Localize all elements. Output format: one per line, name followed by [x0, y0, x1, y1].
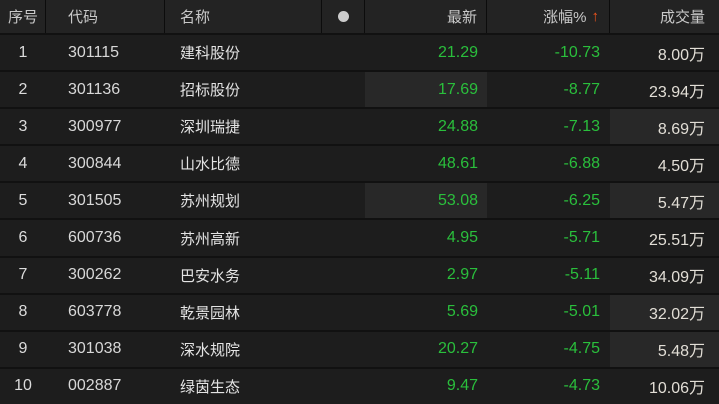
rank-cell: 3	[18, 117, 28, 135]
code-cell: 300844	[68, 154, 122, 172]
table-header-row: 序号 代码 名称 最新 涨幅% ↑ 成交量	[0, 0, 719, 33]
table-row[interactable]: 8 603778 乾景园林 5.69 -5.01 32.02万	[0, 292, 719, 330]
volume-cell: 32.02万	[610, 294, 719, 330]
signal-cell	[322, 258, 365, 293]
table-row[interactable]: 10 002887 绿茵生态 9.47 -4.73 10.06万	[0, 366, 719, 404]
rank-cell: 2	[18, 80, 28, 98]
header-volume-label: 成交量	[659, 9, 705, 26]
header-index[interactable]: 序号	[0, 0, 46, 33]
code-cell: 002887	[68, 377, 122, 395]
volume-cell: 10.06万	[648, 380, 705, 398]
header-code-label: 代码	[68, 9, 99, 26]
price-cell: 2.97	[446, 266, 478, 284]
volume-cell: 34.09万	[648, 269, 705, 287]
header-signal[interactable]	[322, 0, 365, 33]
rank-cell: 4	[18, 154, 28, 172]
signal-cell	[322, 35, 365, 70]
price-cell: 5.69	[446, 303, 478, 321]
code-cell: 301115	[68, 43, 120, 61]
rank-cell: 5	[18, 191, 28, 209]
rank-cell: 1	[18, 43, 28, 61]
change-cell: -8.77	[563, 80, 600, 98]
volume-cell: 5.48万	[610, 331, 719, 367]
signal-cell	[322, 183, 365, 218]
volume-cell: 23.94万	[648, 83, 705, 101]
signal-cell	[322, 369, 365, 404]
rank-cell: 9	[18, 340, 28, 358]
table-row[interactable]: 1 301115 建科股份 21.29 -10.73 8.00万	[0, 33, 719, 71]
name-cell: 绿茵生态	[180, 378, 241, 396]
code-cell: 301038	[68, 340, 122, 358]
name-cell: 招标股份	[180, 82, 241, 100]
name-cell: 深圳瑞捷	[180, 119, 241, 137]
sort-ascending-arrow-icon: ↑	[591, 8, 600, 25]
volume-cell: 5.47万	[610, 183, 719, 219]
change-cell: -4.75	[563, 340, 600, 358]
table-row[interactable]: 2 301136 招标股份 17.69 -8.77 23.94万	[0, 70, 719, 108]
rank-cell: 7	[18, 266, 28, 284]
signal-cell	[322, 146, 365, 181]
name-cell: 苏州高新	[180, 230, 241, 248]
price-cell: 17.69	[365, 72, 487, 108]
header-code[interactable]: 代码	[46, 0, 165, 33]
price-cell: 9.47	[446, 377, 478, 395]
dot-icon	[337, 11, 349, 22]
price-cell: 21.29	[437, 43, 478, 61]
change-cell: -4.73	[563, 377, 600, 395]
rank-cell: 8	[18, 303, 28, 321]
price-cell: 4.95	[446, 229, 478, 247]
name-cell: 深水规院	[180, 341, 241, 359]
table-row[interactable]: 7 300262 巴安水务 2.97 -5.11 34.09万	[0, 255, 719, 293]
change-cell: -10.73	[554, 43, 600, 61]
header-name[interactable]: 名称	[165, 0, 322, 33]
header-volume[interactable]: 成交量	[610, 0, 719, 33]
change-cell: -6.88	[563, 154, 600, 172]
table-row[interactable]: 6 600736 苏州高新 4.95 -5.71 25.51万	[0, 218, 719, 256]
rank-cell: 6	[18, 229, 28, 247]
table-row[interactable]: 9 301038 深水规院 20.27 -4.75 5.48万	[0, 329, 719, 367]
signal-cell	[322, 332, 365, 367]
change-cell: -5.11	[564, 266, 600, 284]
price-cell: 53.08	[365, 183, 487, 219]
change-cell: -5.01	[563, 303, 600, 321]
header-change-label: 涨幅%	[543, 9, 587, 26]
signal-cell	[322, 109, 365, 144]
name-cell: 山水比德	[180, 156, 241, 174]
header-price[interactable]: 最新	[365, 0, 487, 33]
rank-cell: 10	[14, 377, 32, 395]
table-row[interactable]: 3 300977 深圳瑞捷 24.88 -7.13 8.69万	[0, 107, 719, 145]
header-index-label: 序号	[8, 9, 39, 26]
price-cell: 20.27	[437, 340, 478, 358]
signal-cell	[322, 295, 365, 330]
name-cell: 苏州规划	[180, 193, 241, 211]
volume-cell: 8.69万	[610, 109, 719, 145]
signal-cell	[322, 220, 365, 255]
code-cell: 301505	[68, 191, 122, 209]
change-cell: -7.13	[563, 117, 600, 135]
table-row[interactable]: 5 301505 苏州规划 53.08 -6.25 5.47万	[0, 181, 719, 219]
code-cell: 600736	[68, 229, 122, 247]
change-cell: -5.71	[563, 229, 600, 247]
code-cell: 300262	[68, 266, 122, 284]
volume-cell: 4.50万	[657, 157, 705, 175]
name-cell: 建科股份	[180, 45, 241, 63]
header-change[interactable]: 涨幅% ↑	[487, 0, 610, 33]
price-cell: 48.61	[437, 154, 478, 172]
code-cell: 301136	[68, 80, 121, 98]
signal-cell	[322, 72, 365, 107]
change-cell: -6.25	[563, 191, 600, 209]
header-name-label: 名称	[180, 9, 211, 26]
table-row[interactable]: 4 300844 山水比德 48.61 -6.88 4.50万	[0, 144, 719, 182]
volume-cell: 8.00万	[657, 46, 705, 64]
header-price-label: 最新	[446, 9, 477, 26]
table-body: 1 301115 建科股份 21.29 -10.73 8.00万 2 30113…	[0, 33, 719, 404]
code-cell: 603778	[68, 303, 122, 321]
volume-cell: 25.51万	[648, 232, 705, 250]
name-cell: 巴安水务	[180, 267, 241, 285]
price-cell: 24.88	[437, 117, 478, 135]
code-cell: 300977	[68, 117, 122, 135]
name-cell: 乾景园林	[180, 304, 241, 322]
